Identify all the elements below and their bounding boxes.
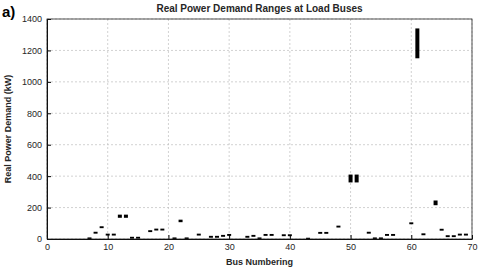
y-tick-mark [47, 113, 51, 114]
x-tick-label: 0 [45, 242, 50, 252]
marks [88, 28, 468, 239]
x-tick-mark [229, 235, 230, 239]
x-tick-mark [168, 235, 169, 239]
x-tick: 60 [407, 235, 417, 252]
range-bar [118, 215, 122, 218]
range-bar [446, 235, 450, 237]
range-bar [148, 230, 152, 232]
x-tick: 30 [225, 235, 235, 252]
y-tick-label: 0 [37, 234, 42, 244]
range-bar [336, 226, 340, 228]
range-bar [197, 234, 201, 236]
y-grid-line [47, 113, 472, 114]
range-bar [415, 28, 419, 58]
range-bar [464, 234, 468, 236]
range-bar [440, 229, 444, 231]
x-grid-line [168, 19, 169, 239]
range-bar [209, 236, 213, 238]
range-bar [349, 175, 353, 183]
range-bar [100, 226, 104, 228]
x-grid-line [289, 19, 290, 239]
x-tick: 40 [285, 235, 295, 252]
x-grid-line [350, 19, 351, 239]
grid [47, 19, 472, 239]
range-bar [385, 234, 389, 236]
x-grid-line [229, 19, 230, 239]
y-tick-mark [47, 176, 51, 177]
x-axis: 0 10 20 30 40 50 60 70 [45, 235, 478, 252]
range-bar [452, 235, 456, 237]
x-tick-mark [351, 235, 352, 239]
range-bar [215, 236, 219, 238]
x-tick-label: 50 [346, 242, 356, 252]
y-tick-label: 1000 [22, 77, 42, 87]
y-tick-label: 1400 [22, 14, 42, 24]
range-bar [458, 234, 462, 236]
range-bar [245, 236, 249, 238]
x-tick-label: 70 [467, 242, 477, 252]
range-bar [124, 215, 128, 218]
x-tick: 50 [346, 235, 356, 252]
range-bar [324, 232, 328, 234]
x-grid-line [107, 19, 108, 239]
x-tick: 20 [164, 235, 174, 252]
range-bar [154, 229, 158, 231]
x-grid-line [411, 19, 412, 239]
y-tick-mark [47, 82, 51, 83]
x-tick: 10 [103, 235, 113, 252]
x-tick-label: 30 [225, 242, 235, 252]
y-tick-mark [47, 50, 51, 51]
range-bar [264, 234, 268, 236]
x-tick-label: 40 [285, 242, 295, 252]
y-grid-line [47, 144, 472, 145]
range-bar [136, 237, 140, 239]
plot-frame [47, 19, 472, 239]
range-bar [179, 220, 183, 223]
range-bar [251, 235, 255, 237]
y-tick-mark [47, 208, 51, 209]
title: Real Power Demand Ranges at Load Buses [156, 3, 363, 14]
x-tick-mark [411, 235, 412, 239]
y-grid-line [47, 81, 472, 82]
range-bar [221, 235, 225, 237]
plot-area: 0 10 20 30 40 50 60 70 0 200 400 600 800 1000 1200 1400 [22, 14, 478, 252]
range-bar [94, 232, 98, 234]
y-grid-line [47, 207, 472, 208]
range-bar [270, 234, 274, 236]
range-bar [282, 234, 286, 236]
y-tick-label: 1200 [22, 46, 42, 56]
x-tick-label: 10 [103, 242, 113, 252]
plot-background [47, 19, 472, 239]
range-bar [391, 234, 395, 236]
y-tick-label: 200 [27, 203, 42, 213]
x-tick: 70 [467, 235, 477, 252]
y-tick-label: 400 [27, 172, 42, 182]
y-tick-label: 800 [27, 109, 42, 119]
range-bar [130, 237, 134, 239]
range-bar [367, 232, 371, 234]
range-bar [421, 233, 425, 235]
chart: 0 10 20 30 40 50 60 70 0 200 400 600 800 1000 1200 1400… [0, 0, 481, 269]
x-tick-label: 60 [407, 242, 417, 252]
panel-label: a) [2, 3, 15, 20]
range-bar [355, 175, 359, 183]
range-bar [434, 201, 438, 206]
range-bar [160, 229, 164, 231]
range-bar [318, 232, 322, 234]
x-tick-mark [108, 235, 109, 239]
y-grid-line [47, 176, 472, 177]
y-tick-mark [47, 145, 51, 146]
x-tick-label: 20 [164, 242, 174, 252]
x-axis-title: Bus Numbering [226, 257, 293, 267]
y-tick-label: 600 [27, 140, 42, 150]
x-tick-mark [290, 235, 291, 239]
range-bar [112, 234, 116, 236]
y-grid-line [47, 50, 472, 51]
range-bar [409, 222, 413, 224]
y-axis-title: Real Power Demand (kW) [3, 75, 13, 184]
